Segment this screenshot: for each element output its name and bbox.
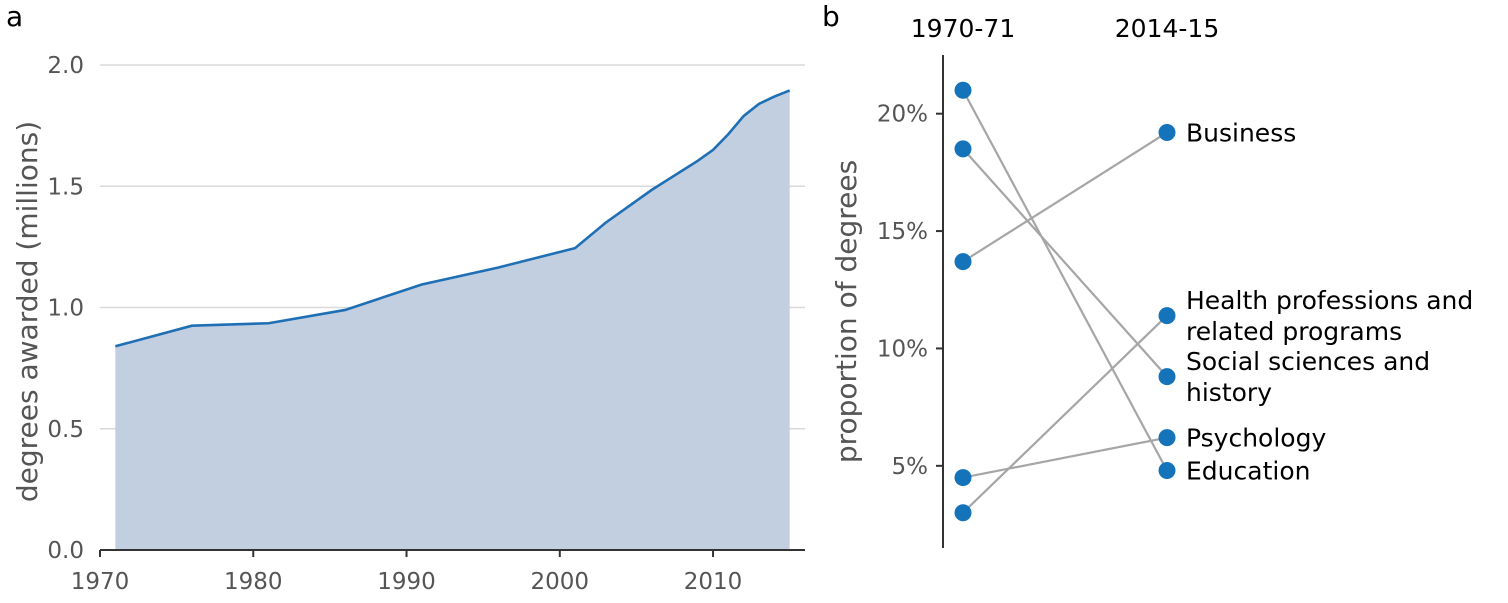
panel-a-x-tick-label: 1970 xyxy=(71,569,130,595)
panel-b-tag: b xyxy=(822,0,840,33)
panel-a-y-ticks: 0.0 0.5 1.0 1.5 2.0 xyxy=(47,53,84,564)
category-label-psychology: Psychology xyxy=(1186,424,1326,453)
slope-line-psychology xyxy=(962,436,1168,479)
slope-line-health-professions-and-related-programs xyxy=(962,314,1168,514)
category-label-business: Business xyxy=(1186,118,1296,147)
dot-start-business xyxy=(954,253,972,271)
dot-start-social-sciences-and-history xyxy=(954,140,972,158)
panel-a-y-tick-label: 0.0 xyxy=(47,538,84,564)
dot-start-health-professions-and-related-programs xyxy=(954,504,972,522)
dot-start-psychology xyxy=(954,469,972,487)
panel-a-x-tick-label: 1980 xyxy=(224,569,283,595)
panel-a-y-tick-label: 1.0 xyxy=(47,296,84,322)
column-header-end: 2014-15 xyxy=(1115,14,1219,43)
column-header-start: 1970-71 xyxy=(911,14,1015,43)
degrees-line xyxy=(114,89,791,348)
panel-a-x-ticks: 1970 1980 1990 2000 2010 xyxy=(71,550,743,595)
panel-b-y-tick-label: 5% xyxy=(892,454,929,480)
degrees-area xyxy=(115,90,790,551)
panel-a-y-axis-label: degrees awarded (millions) xyxy=(11,121,44,502)
panel-b-y-tick-label: 15% xyxy=(877,219,928,245)
panel-b-y-axis-label: proportion of degrees xyxy=(830,160,863,463)
panel-a-y-tick-label: 1.5 xyxy=(47,174,84,200)
category-label-health-professions-and-related-programs: Health professions and xyxy=(1186,286,1473,315)
panel-a-y-tick-label: 0.5 xyxy=(47,417,84,443)
panel-a-y-tick-label: 2.0 xyxy=(47,53,84,79)
slope-line-business xyxy=(962,131,1168,263)
category-label-social-sciences-and-history: Social sciences and xyxy=(1186,347,1430,376)
slope-lines xyxy=(962,89,1168,514)
panel-a-tag: a xyxy=(6,0,23,33)
dot-end-education xyxy=(1158,462,1176,480)
dot-start-education xyxy=(954,81,972,99)
panel-a-x-tick-label: 1990 xyxy=(377,569,436,595)
panel-a-area-chart: a 0.0 0.5 1.0 1.5 2.0 1970 1980 1990 2000 2010 d… xyxy=(6,0,805,595)
category-label-education: Education xyxy=(1186,457,1310,486)
slope-dots xyxy=(954,81,1176,522)
panel-b-y-tick-label: 20% xyxy=(877,102,928,128)
category-label-social-sciences-and-history: history xyxy=(1186,378,1272,407)
panel-a-x-tick-label: 2010 xyxy=(684,569,743,595)
dot-end-social-sciences-and-history xyxy=(1158,368,1176,386)
category-label-health-professions-and-related-programs: related programs xyxy=(1186,317,1402,346)
slope-line-education xyxy=(962,89,1168,472)
slope-line-social-sciences-and-history xyxy=(962,148,1168,378)
dot-end-psychology xyxy=(1158,429,1176,447)
dot-end-business xyxy=(1158,123,1176,141)
panel-b-y-tick-label: 10% xyxy=(877,336,928,362)
panel-b-y-ticks: 5% 10% 15% 20% xyxy=(877,102,943,480)
panel-b-slope-chart: b 1970-71 2014-15 5% 10% 15% 20% Business He… xyxy=(822,0,1473,548)
dot-end-health-professions-and-related-programs xyxy=(1158,307,1176,325)
panel-a-x-tick-label: 2000 xyxy=(531,569,590,595)
